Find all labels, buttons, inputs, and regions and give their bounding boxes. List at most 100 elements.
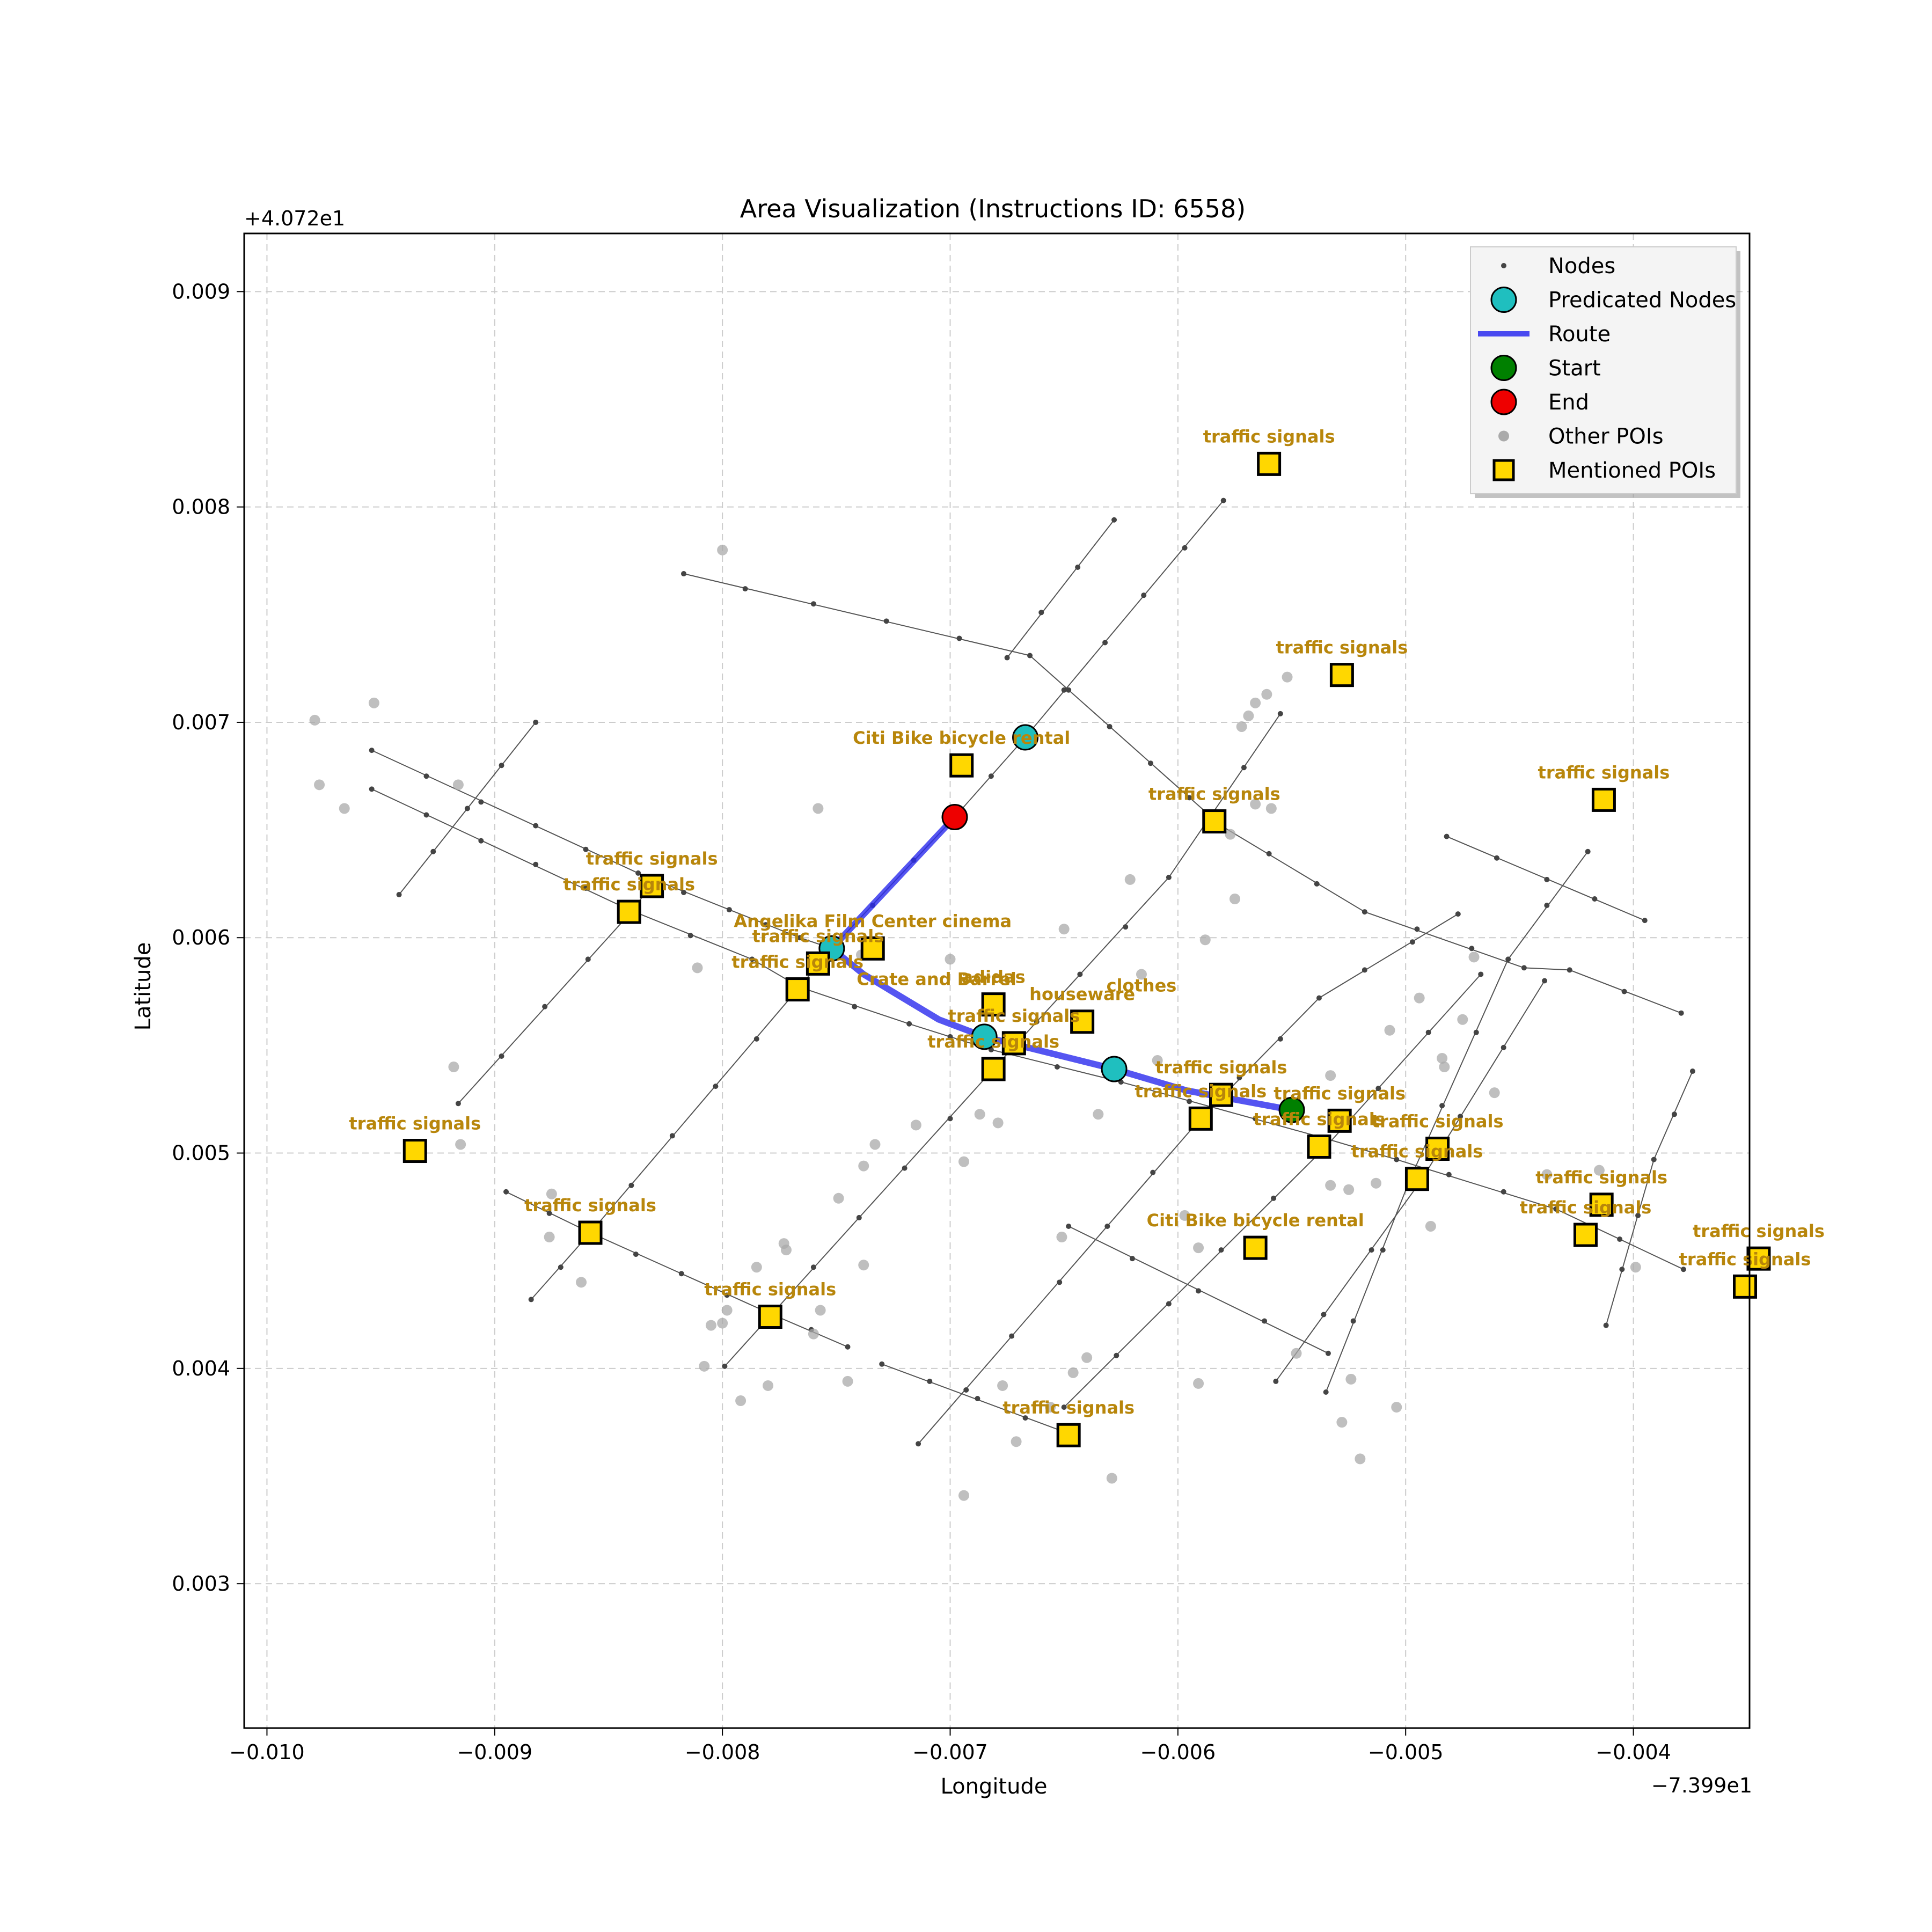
other-poi-point [1011, 1436, 1022, 1447]
node-point [1271, 1195, 1277, 1201]
other-poi-point [368, 697, 379, 708]
legend-label: Other POIs [1548, 425, 1664, 449]
node-point [1542, 978, 1548, 984]
mentioned-poi-marker [1425, 1137, 1450, 1161]
mentioned-poi-label: traffic signals [524, 1195, 656, 1216]
other-poi-point [815, 1305, 826, 1316]
other-poi-point [763, 1380, 774, 1391]
mentioned-poi-label: houseware [1029, 984, 1135, 1005]
node-point [1325, 1350, 1331, 1356]
other-poi-point [808, 1328, 819, 1340]
node-point [1054, 1064, 1060, 1070]
node-point [499, 763, 504, 769]
node-point [1368, 1247, 1374, 1253]
mentioned-poi-marker [1202, 809, 1227, 834]
node-point [1273, 1378, 1279, 1384]
legend-label: Predicated Nodes [1548, 288, 1736, 313]
node-point [1651, 1157, 1657, 1162]
node-point [633, 1252, 639, 1257]
other-poi-point [997, 1380, 1008, 1391]
node-point [1439, 1103, 1445, 1109]
predicated-node-point [971, 1023, 998, 1050]
node-point [1102, 640, 1108, 646]
other-poi-point [1261, 689, 1272, 700]
other-poi-point [717, 544, 728, 555]
node-point [1147, 760, 1153, 766]
mentioned-poi-label: traffic signals [1372, 1111, 1504, 1132]
node-point [681, 571, 687, 577]
node-point [1166, 874, 1172, 880]
mentioned-poi-marker [1746, 1246, 1771, 1271]
legend-label: Route [1548, 322, 1611, 347]
legend-nodes-symbol [1501, 263, 1506, 268]
node-point [1182, 545, 1188, 551]
other-poi-point [1414, 992, 1425, 1004]
mentioned-poi-label: traffic signals [586, 848, 718, 869]
node-point [558, 1264, 564, 1270]
mentioned-poi-label: traffic signals [1276, 638, 1408, 658]
node-point [1671, 1111, 1677, 1117]
mentioned-poi-label: traffic signals [1538, 762, 1670, 782]
node-point [1544, 876, 1550, 882]
node-point [883, 618, 889, 624]
other-poi-point [1243, 710, 1254, 721]
other-poi-point [1425, 1220, 1436, 1232]
node-point [879, 1361, 885, 1367]
node-point [1635, 1212, 1641, 1218]
node-point [533, 823, 539, 829]
mentioned-poi-label: traffic signals [1148, 784, 1280, 804]
mentioned-poi-marker [1327, 1108, 1352, 1133]
other-poi-point [1355, 1453, 1366, 1465]
other-poi-point [1193, 1378, 1204, 1389]
chart-title: Area Visualization (Instructions ID: 655… [740, 194, 1246, 223]
node-point [1501, 1044, 1506, 1050]
other-poi-point [958, 1156, 969, 1167]
node-point [724, 1292, 730, 1298]
y-tick-label: 0.003 [172, 1572, 230, 1596]
node-point [1409, 939, 1415, 945]
node-point [1187, 1099, 1192, 1104]
mentioned-poi-label: traffic signals [1520, 1197, 1652, 1218]
node-point [1141, 592, 1147, 598]
node-point [1111, 517, 1117, 523]
node-point [1425, 1029, 1431, 1035]
node-point [1455, 911, 1461, 917]
x-tick-label: −0.010 [229, 1740, 305, 1764]
node-point [749, 956, 755, 962]
mentioned-poi-label: traffic signals [1535, 1167, 1667, 1188]
node-point [423, 812, 429, 818]
mentioned-poi-label: traffic signals [704, 1279, 836, 1300]
node-point [369, 748, 375, 753]
mentioned-poi-marker [1404, 1167, 1429, 1191]
node-point [856, 1214, 862, 1220]
other-poi-point [1179, 1210, 1190, 1221]
predicated-node-point [1012, 724, 1039, 751]
mentioned-poi-marker [981, 992, 1006, 1017]
node-point [1218, 1247, 1224, 1253]
mentioned-poi-marker [860, 936, 885, 961]
axes-frame [243, 232, 1751, 1729]
other-poi-point [1325, 1070, 1336, 1081]
node-point [455, 1101, 461, 1107]
node-point [1619, 1267, 1625, 1272]
y-tick-label: 0.007 [172, 711, 230, 734]
node-point [1321, 1312, 1327, 1318]
node-point [902, 1165, 908, 1171]
other-poi-point [717, 1318, 728, 1329]
node-point [1066, 687, 1072, 693]
other-poi-point [1336, 1417, 1348, 1428]
node-point [1603, 1322, 1609, 1328]
y-tick-label: 0.004 [172, 1357, 230, 1380]
node-point [585, 956, 591, 962]
y-tick-label: 0.009 [172, 280, 230, 303]
other-poi-point [1152, 1055, 1163, 1066]
node-point [528, 1297, 534, 1302]
mentioned-poi-marker [1257, 451, 1282, 476]
other-poi-point [1229, 894, 1240, 905]
mentioned-poi-label: Crate and Barrel [857, 969, 1016, 990]
node-point [503, 1189, 509, 1195]
other-poi-point [576, 1277, 587, 1288]
legend-label: Mentioned POIs [1548, 458, 1716, 483]
node-point [722, 1363, 728, 1369]
other-poi-point [1457, 1014, 1468, 1025]
